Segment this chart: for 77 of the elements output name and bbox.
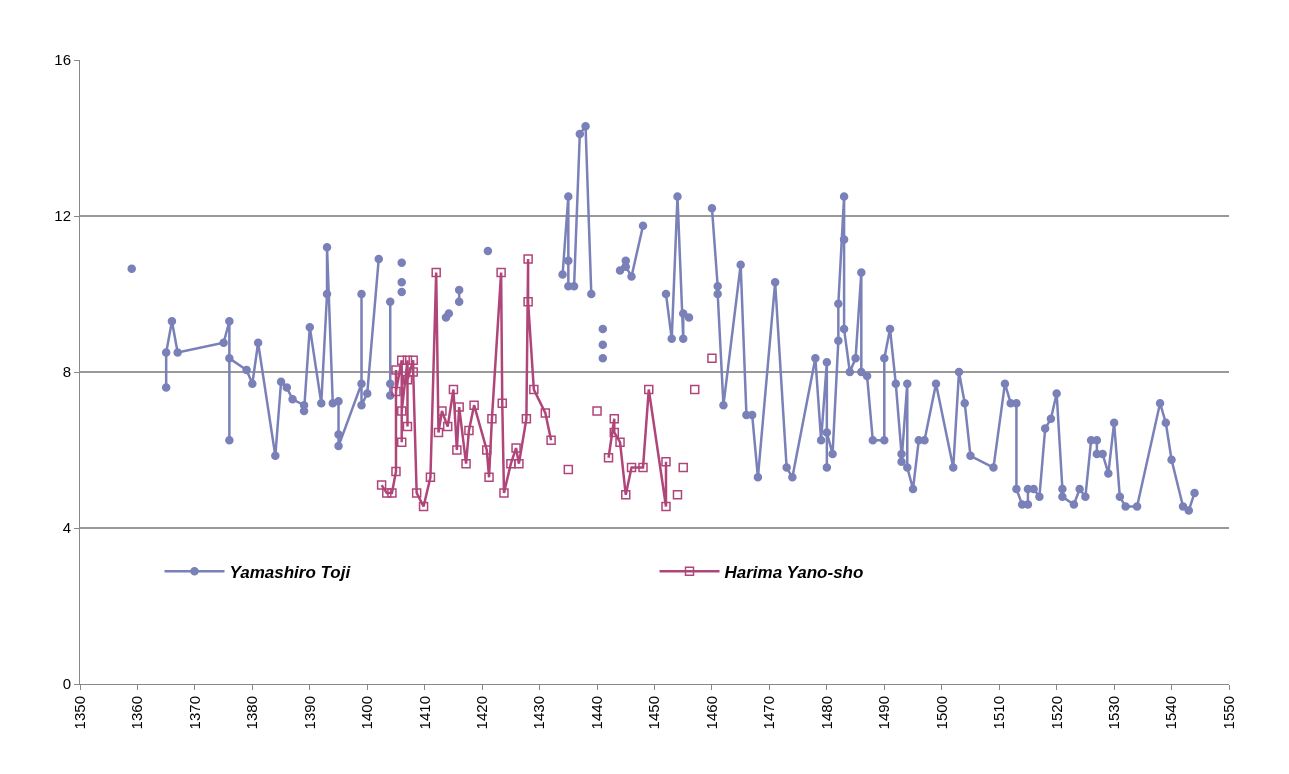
point bbox=[411, 488, 422, 498]
x-tick-label: 1480 bbox=[817, 696, 835, 730]
x-tick-label: 1390 bbox=[300, 696, 318, 730]
x-tick-label: 1470 bbox=[760, 696, 778, 730]
point bbox=[644, 384, 654, 395]
point bbox=[672, 490, 683, 500]
point bbox=[464, 425, 474, 436]
point bbox=[523, 297, 533, 307]
x-tick-label: 1540 bbox=[1162, 696, 1180, 730]
x-tick-label: 1370 bbox=[185, 696, 203, 730]
x-tick-label: 1520 bbox=[1047, 696, 1065, 730]
x-tick-label: 1380 bbox=[243, 696, 261, 730]
point bbox=[484, 472, 494, 483]
point bbox=[638, 462, 648, 473]
point bbox=[661, 501, 671, 512]
point bbox=[626, 462, 637, 473]
point bbox=[425, 472, 436, 483]
point bbox=[661, 456, 671, 467]
point bbox=[442, 421, 453, 432]
point bbox=[615, 437, 625, 447]
point bbox=[382, 488, 392, 498]
y-tick-label: 4 bbox=[62, 519, 71, 537]
point bbox=[678, 462, 688, 473]
point bbox=[396, 355, 407, 366]
point bbox=[546, 435, 556, 445]
point bbox=[396, 406, 407, 416]
point bbox=[487, 414, 497, 424]
point bbox=[609, 427, 620, 438]
x-tick-label: 1410 bbox=[415, 696, 433, 730]
x-tick-label: 1420 bbox=[473, 696, 491, 730]
point bbox=[452, 445, 462, 455]
point bbox=[609, 414, 620, 424]
x-tick-label: 1350 bbox=[70, 696, 88, 730]
point bbox=[540, 408, 551, 418]
point bbox=[418, 501, 429, 512]
x-tick-label: 1490 bbox=[875, 696, 893, 730]
point bbox=[511, 443, 521, 453]
point bbox=[707, 353, 717, 364]
y-tick-label: 8 bbox=[62, 363, 71, 381]
point bbox=[523, 254, 533, 264]
point bbox=[497, 398, 508, 408]
point bbox=[499, 488, 509, 498]
x-tick-label: 1430 bbox=[530, 696, 548, 730]
point bbox=[521, 414, 532, 424]
x-tick-label: 1510 bbox=[990, 696, 1008, 730]
point bbox=[506, 458, 516, 469]
point bbox=[387, 488, 397, 498]
x-tick-label: 1440 bbox=[587, 696, 605, 730]
x-tick-label: 1530 bbox=[1104, 696, 1122, 730]
point bbox=[461, 458, 471, 469]
y-tick-label: 12 bbox=[54, 207, 71, 225]
x-tick-label: 1550 bbox=[1219, 696, 1237, 730]
point bbox=[514, 458, 524, 469]
y-tick-label: 16 bbox=[54, 51, 71, 69]
x-tick-label: 1500 bbox=[932, 696, 950, 730]
point bbox=[621, 490, 631, 500]
point bbox=[433, 427, 444, 438]
point bbox=[469, 400, 479, 410]
x-tick-label: 1400 bbox=[358, 696, 376, 730]
point bbox=[402, 421, 413, 432]
point bbox=[391, 466, 401, 477]
x-tick-label: 1460 bbox=[702, 696, 720, 730]
x-tick-label: 1450 bbox=[645, 696, 663, 730]
point bbox=[603, 453, 614, 463]
point bbox=[376, 480, 387, 490]
point bbox=[431, 267, 441, 278]
y-tick-label: 0 bbox=[62, 675, 71, 693]
point bbox=[563, 464, 574, 475]
point bbox=[496, 267, 506, 278]
legend-label: Yamashiro Toji bbox=[229, 562, 352, 582]
legend-label: Harima Yano-sho bbox=[724, 562, 864, 582]
point bbox=[396, 437, 407, 447]
point bbox=[529, 384, 539, 395]
x-tick-label: 1360 bbox=[128, 696, 146, 730]
point bbox=[689, 384, 700, 395]
point bbox=[391, 386, 401, 397]
point bbox=[448, 384, 459, 395]
